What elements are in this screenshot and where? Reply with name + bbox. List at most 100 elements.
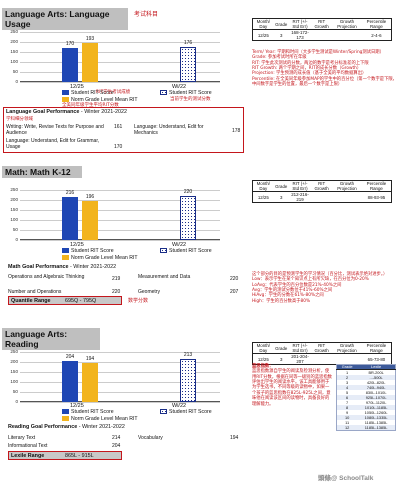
lexile-value: 865L - 915L — [65, 453, 94, 459]
lexile-note: 蓝思指数： 蓝思指数源自学生的阅读及检测分析，使用RIT分数，根据在同等一级别的… — [252, 364, 332, 407]
lexile-note-title: 蓝思指数： — [252, 364, 274, 369]
col-header: Growth Projection — [332, 342, 362, 355]
lexile-grade-chart: Grade Lexile 1 BR-200L 2 ...-500L 3 420L-820L 4… — [336, 364, 396, 432]
goal-name: Number and Operations — [8, 289, 62, 295]
y-tick-label: 250 — [10, 29, 18, 34]
bar — [62, 196, 78, 240]
goal-name: Writing: Write, Revise Texts for Purpose… — [6, 124, 104, 136]
cell: 65-73-80 — [367, 356, 386, 362]
cell: 201-204-207 — [291, 354, 309, 365]
cell: 1080L-1335L — [364, 415, 388, 421]
cell: 1185L-1385L — [364, 425, 388, 431]
col-header: Grade — [273, 180, 289, 193]
bar — [62, 361, 78, 402]
legend-student: Student RIT Score — [62, 248, 114, 255]
lexile-row: 10 1080L-1335L — [336, 415, 396, 421]
gridline — [20, 200, 220, 201]
cell: 740L-940L — [366, 385, 386, 391]
cell: 970L-1120L — [365, 400, 387, 406]
col-header: RIT Growth — [311, 342, 333, 355]
y-tick-label: 150 — [10, 49, 18, 54]
lexile-range: Lexile Range 865L - 915L — [8, 451, 122, 460]
note-line: HiAvg：学生的分数在61%-80%之间 — [252, 293, 324, 299]
cell: 830L-1010L — [365, 390, 387, 396]
bar-chart-math: 250 200 150 100 50 0 216 196 220 — [10, 187, 220, 242]
goal-score: 220 — [230, 276, 239, 282]
x-label: 12/25 — [70, 84, 84, 90]
goal-score: 207 — [230, 289, 239, 295]
y-tick-label: 50 — [12, 69, 18, 74]
note-line: Projection: 学生预测的成长值（基于全美的平均数据算出） — [252, 71, 367, 77]
col-header: Growth Projection — [332, 18, 362, 31]
cell: 1050L-1260L — [364, 410, 388, 416]
legend-swatch — [62, 97, 69, 103]
y-tick-label: 0 — [15, 237, 18, 242]
note-line: Term/ Year: 学期和时间（大多学生测试是Winter/Spring测试… — [252, 50, 384, 55]
watermark: 頭條@ SchoolTalk — [318, 475, 374, 482]
table-row: 12/25 3 201-204-207 65-73-80 — [253, 354, 392, 365]
goal-name: Literary Text — [8, 435, 36, 441]
y-tick-label: 200 — [10, 197, 18, 202]
goal-score: 214 — [112, 435, 121, 441]
cell: BR-200L — [368, 370, 384, 376]
bar-value-label: 193 — [85, 36, 95, 43]
lexile-note-text: 蓝思指数源自学生的阅读及检测分析，使用RIT分数，根据在同等一级别的蓝思指数评估… — [252, 369, 332, 407]
goal-score: 204 — [112, 443, 121, 449]
bar-chart-usage: 250 200 150 100 50 0 170 193 176 — [10, 29, 220, 84]
bar-value-label: 194 — [85, 356, 95, 363]
bar-value-label: 170 — [65, 41, 75, 47]
cell: ...-500L — [369, 375, 383, 381]
cell: 420L-820L — [366, 380, 386, 386]
y-tick-label: 200 — [10, 359, 18, 364]
legend-note: RIT学生考试成绩 — [96, 90, 131, 95]
gridline — [20, 372, 220, 373]
goal-note: 学科细分领域 — [6, 117, 33, 122]
cell: 168-172-173 — [291, 30, 309, 41]
cell: 3 — [280, 194, 283, 200]
col-header: RIT Growth — [311, 180, 333, 193]
legend-label: Student RIT Score — [169, 248, 212, 254]
goal-score: 219 — [112, 276, 121, 282]
col-header: Percentile Range — [361, 18, 392, 31]
legend-student: Student RIT Score — [62, 409, 114, 416]
cell: 3 — [280, 32, 283, 38]
col-header: Grade — [336, 364, 358, 371]
goal-box-usage: Language Goal Performance - Winter 2021-… — [3, 107, 244, 153]
goal-score: 161 — [114, 124, 123, 130]
cell: 212-216-219 — [291, 192, 309, 203]
cell — [311, 354, 332, 365]
lexile-row: 5 830L-1010L — [337, 390, 396, 395]
rit-table: Month/ Day Grade RIT (+/- Std Err) RIT G… — [252, 342, 392, 366]
note-line: High：学生的百分数高于80% — [252, 298, 311, 304]
cell: 12 — [344, 425, 350, 431]
col-header: Month/ Day — [252, 342, 274, 355]
cell: 925L-1070L — [365, 395, 387, 401]
bar-value-label: 216 — [65, 189, 75, 196]
cell — [311, 192, 332, 203]
lexile-row: 2 ...-500L — [336, 375, 396, 381]
cell: 8 — [346, 405, 349, 411]
gridline — [20, 362, 220, 363]
cell: 12/25 — [257, 32, 269, 38]
bar — [180, 359, 196, 402]
legend-label: Student RIT Score — [169, 409, 212, 415]
goal-name: Language: Understand, Edit for Mechanics — [134, 124, 204, 136]
gridline — [20, 402, 220, 403]
cell: 2 — [346, 375, 349, 381]
gridline — [20, 210, 220, 211]
y-tick-label: 100 — [10, 59, 18, 64]
cell: 10 — [344, 415, 350, 421]
x-axis — [20, 239, 220, 240]
note-line: RIT: 学生此次测试的分数，两边的数字是考分标准差的上下限 — [252, 60, 369, 66]
legend-swatch — [160, 409, 167, 415]
y-tick-label: 0 — [15, 79, 18, 84]
y-tick-label: 250 — [10, 187, 18, 192]
lexile-row: 12 1185L-1385L — [336, 425, 396, 431]
rit-notes: Term/ Year: 学期和时间（大多学生测试是Winter/Spring测试… — [252, 50, 398, 88]
cell — [332, 354, 362, 365]
cell: 12/25 — [257, 356, 269, 362]
col-header: Percentile Range — [361, 180, 392, 193]
legend-swatch — [62, 416, 69, 422]
cell: 1 — [346, 370, 349, 376]
goal-title: Language Goal Performance - Winter 2021-… — [6, 109, 128, 115]
